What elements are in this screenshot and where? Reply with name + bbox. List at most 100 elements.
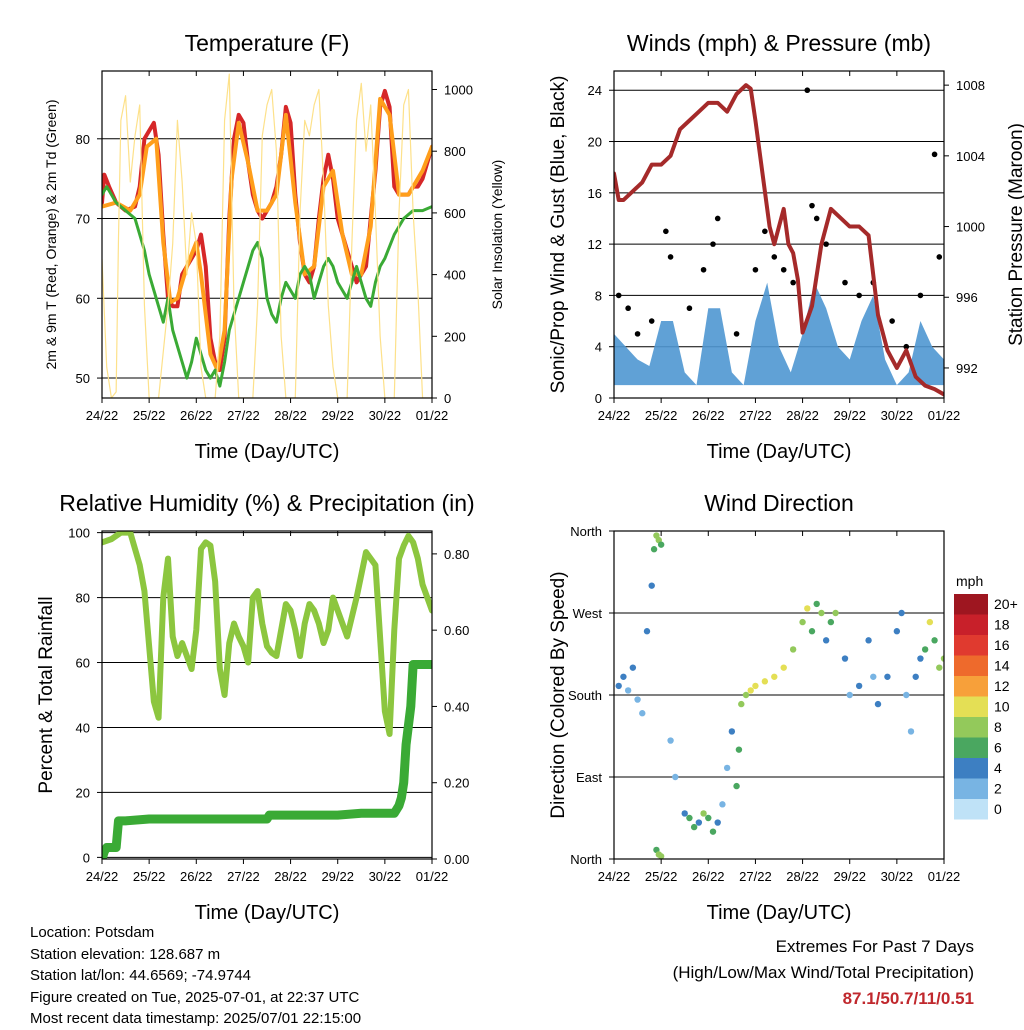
y-tick-label: 50	[76, 371, 90, 386]
y-tick-label: South	[568, 688, 602, 703]
y-tick-label: 40	[76, 720, 90, 735]
y-tick-label-right: 1000	[956, 220, 985, 235]
y-tick-label: 16	[588, 186, 602, 201]
data-point	[856, 292, 862, 299]
plot-area	[614, 531, 944, 859]
data-point	[809, 202, 815, 209]
y-tick-label: 0	[83, 850, 90, 865]
colorbar-swatch	[954, 676, 988, 697]
chart-title: Wind Direction	[704, 490, 854, 516]
y-tick-label-right: 992	[956, 361, 978, 376]
data-point	[889, 318, 895, 324]
data-point	[936, 254, 943, 260]
x-tick-label: 26/22	[692, 869, 725, 884]
y-tick-label-right: 1008	[956, 78, 985, 93]
data-point	[625, 305, 631, 312]
chart-panel-1: 24/22 25/22 26/22 27/22 28/22 29/22 30/22 01/22…	[43, 30, 505, 463]
y-tick-label-right: 400	[444, 268, 466, 283]
y-tick-label: 100	[68, 526, 90, 541]
direction-point	[686, 814, 693, 822]
colorbar-label: 16	[994, 637, 1010, 653]
data-point	[823, 241, 829, 247]
data-point	[762, 228, 768, 235]
y-tick-label-right: 0.40	[444, 699, 469, 714]
colorbar-label: 20+	[994, 596, 1018, 612]
data-point	[648, 318, 655, 324]
data-point	[931, 151, 938, 158]
direction-point	[799, 618, 806, 626]
x-tick-label: 24/22	[86, 869, 119, 884]
x-tick-label: 27/22	[227, 869, 260, 884]
x-tick-label: 28/22	[786, 869, 819, 884]
y-tick-label: 0	[595, 391, 602, 406]
y-tick-label-right: 1000	[444, 83, 473, 98]
data-point	[700, 266, 707, 273]
x-tick-label: 26/22	[180, 869, 213, 884]
direction-point	[709, 828, 717, 835]
data-point	[804, 87, 811, 94]
direction-point	[629, 664, 637, 671]
direction-point	[681, 810, 688, 817]
plot-frame	[101, 530, 433, 860]
x-tick-label: 28/22	[274, 408, 307, 423]
x-tick-label: 30/22	[369, 869, 402, 884]
colorbar-unit: mph	[956, 573, 983, 589]
direction-point	[818, 609, 825, 617]
direction-point	[780, 664, 787, 671]
series-line	[102, 96, 432, 373]
x-axis-label: Time (Day/UTC)	[195, 441, 340, 463]
y-tick-label: 20	[76, 785, 90, 800]
direction-point	[620, 673, 627, 680]
direction-point	[700, 810, 707, 817]
elevation-text: Station elevation: 128.687 m	[30, 945, 221, 963]
x-tick-label: 01/22	[416, 869, 449, 884]
y-axis-label-right: Station Pressure (Maroon)	[1006, 123, 1024, 346]
x-tick-label: 26/22	[692, 408, 725, 423]
x-tick-label: 29/22	[321, 869, 354, 884]
colorbar-swatch	[954, 655, 988, 676]
x-tick-label: 01/22	[416, 408, 449, 423]
direction-point	[804, 605, 811, 612]
direction-point	[917, 655, 924, 662]
chart-panel-3: 24/22 25/22 26/22 27/22 28/22 29/22 30/22 01/22…	[36, 490, 475, 924]
created-text: Figure created on Tue, 2025-07-01, at 22…	[30, 988, 360, 1006]
y-axis-label: Percent & Total Rainfall	[36, 596, 57, 793]
y-tick-label-right: 0.00	[444, 852, 469, 867]
data-point	[710, 241, 716, 247]
x-tick-label: 24/22	[86, 408, 119, 423]
series-line	[102, 73, 432, 398]
y-axis-label: Direction (Colored By Speed)	[548, 571, 569, 818]
plot-area	[614, 83, 944, 398]
extremes-title: Extremes For Past 7 Days	[775, 937, 974, 956]
direction-point	[648, 582, 655, 589]
y-tick-label: East	[576, 770, 602, 785]
series-line	[102, 531, 432, 737]
direction-point	[865, 637, 872, 644]
x-tick-label: 25/22	[133, 408, 166, 423]
colorbar-swatch	[954, 737, 988, 758]
direction-point	[921, 646, 929, 653]
direction-point	[898, 609, 905, 617]
x-tick-label: 29/22	[321, 408, 354, 423]
colorbar-swatch	[954, 758, 988, 779]
direction-point	[634, 696, 641, 703]
colorbar-swatch	[954, 635, 988, 656]
direction-point	[690, 823, 698, 831]
direction-point	[723, 764, 731, 772]
plot-area	[102, 531, 432, 859]
direction-point	[672, 773, 679, 781]
x-tick-label: 25/22	[645, 408, 678, 423]
direction-point	[936, 664, 943, 671]
x-axis-label: Time (Day/UTC)	[707, 902, 852, 924]
chart-title: Winds (mph) & Pressure (mb)	[627, 30, 931, 56]
x-tick-label: 01/22	[928, 408, 961, 423]
plot-frame	[101, 70, 433, 399]
chart-panel-4: 24/22 25/22 26/22 27/22 28/22 29/22 30/22 01/22…	[548, 490, 1018, 924]
colorbar-label: 8	[994, 719, 1002, 735]
direction-point	[761, 678, 769, 685]
x-tick-label: 26/22	[180, 408, 213, 423]
y-axis-label-right: Solar Insolation (Yellow)	[489, 160, 505, 310]
y-tick-label: 12	[588, 237, 602, 252]
y-tick-label-right: 0.20	[444, 776, 469, 791]
data-point	[663, 228, 669, 235]
